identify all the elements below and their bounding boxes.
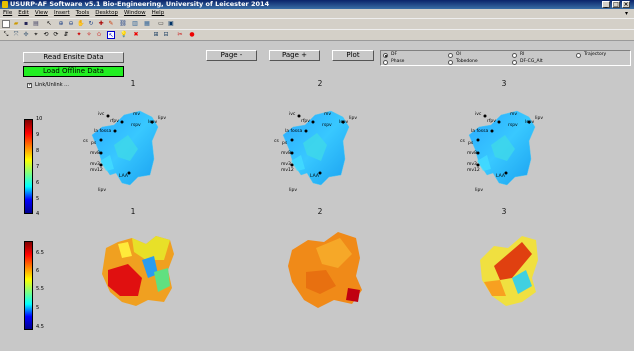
window-title: USURP-AF Software v5.1 Bio-Engineering, … [10,0,270,8]
tool-e-icon[interactable]: ⟲ [43,31,49,38]
top-colorbar-tick: 8 [36,148,40,154]
title-bar: USURP-AF Software v5.1 Bio-Engineering, … [0,0,634,9]
tool-a-icon[interactable]: ⤡ [3,31,9,38]
menu-bar: File Edit View Insert Tools Desktop Window Help… [0,9,634,18]
tool-l-icon[interactable]: ⊞ [153,31,159,38]
load-offline-button[interactable]: Load Offline Data [23,66,124,77]
rotate-icon[interactable]: ↻ [88,20,94,27]
menu-overflow-arrow-icon[interactable]: ▾ [624,10,628,17]
bottom-colorbar [24,241,33,330]
mode-radio-group: DF OI RI Trajectory Phase Tobedone DF-CG… [380,50,631,66]
close-button[interactable]: × [622,1,630,8]
bottom-plot-title-1: 1 [130,207,136,216]
cut-icon[interactable]: ✂ [177,31,183,38]
radio-dot [448,52,453,58]
menu-edit[interactable]: Edit [18,10,29,16]
radio-dot [576,52,581,58]
radio-ri[interactable]: RI [512,52,524,58]
menu-insert[interactable]: Insert [53,10,70,16]
hide-plot-icon[interactable]: ▭ [158,20,164,27]
lightbulb-icon[interactable]: 💡 [120,31,128,38]
page-minus-button[interactable]: Page - [206,50,257,61]
read-ensite-button[interactable]: Read Ensite Data [23,52,124,63]
toolbar-standard: ▰ ▪ ▤ ↖ ⊕ ⊖ ✋ ↻ ✚ ✎ ⛓ ▥ ▦ ▭ ▣ [0,18,634,29]
bottom-colorbar-tick: 6.5 [36,250,44,256]
toolbar-custom: ⤡ ⤧ ✢ ⌖ ⟲ ⟳ ⇵ ✦ ✧ ✩ ↖ 💡 ✖ ⊞ ⊟ ✂ ● [0,29,634,40]
checkbox-box: ✓ [27,81,33,88]
tool-h-icon[interactable]: ✦ [76,31,82,38]
menu-window[interactable]: Window [123,10,146,16]
bottom-plot-title-3: 3 [501,207,507,216]
print-icon[interactable]: ▤ [33,20,39,27]
settings-icon[interactable]: ⊟ [163,31,169,38]
page-plus-button[interactable]: Page + [269,50,320,61]
colorbar-icon[interactable]: ▥ [132,20,138,27]
tool-i-icon[interactable]: ✧ [86,31,92,38]
top-colorbar-tick: 7 [36,164,40,170]
pointer-icon[interactable]: ↖ [46,20,52,27]
minimize-button[interactable]: _ [602,1,610,8]
top-colorbar-tick: 4 [36,211,40,217]
bottom-colorbar-tick: 6 [36,268,40,274]
top-colorbar-tick: 6 [36,180,40,186]
radio-dot [383,52,388,58]
save-icon[interactable]: ▪ [23,20,29,27]
zoom-out-icon[interactable]: ⊖ [68,20,74,27]
top-plot-title-1: 1 [130,79,136,88]
maximize-button[interactable]: □ [612,1,620,8]
menu-tools[interactable]: Tools [75,10,90,16]
menu-help[interactable]: Help [151,10,165,16]
brush-icon[interactable]: ✎ [108,20,114,27]
top-colorbar-tick: 9 [36,132,40,138]
bottom-colorbar-tick: 5.5 [36,286,44,292]
radio-trajectory[interactable]: Trajectory [576,52,606,58]
menu-desktop[interactable]: Desktop [95,10,118,16]
radio-tobedone[interactable]: Tobedone [448,59,478,65]
record-icon[interactable]: ● [189,31,195,38]
pan-icon[interactable]: ✋ [77,20,85,27]
radio-dot [512,59,517,65]
bottom-colorbar-tick: 4.5 [36,324,44,330]
tool-b-icon[interactable]: ⤧ [13,31,19,38]
radio-dot [448,59,453,65]
radio-dot [512,52,517,58]
show-plot-icon[interactable]: ▣ [168,20,174,27]
tool-c-icon[interactable]: ✢ [23,31,29,38]
tool-k-icon[interactable]: ↖ [107,31,115,39]
menu-view[interactable]: View [34,10,48,16]
bottom-plot-title-2: 2 [317,207,323,216]
tool-j-icon[interactable]: ✩ [96,31,102,38]
radio-df[interactable]: DF [383,52,397,58]
data-cursor-icon[interactable]: ✚ [98,20,104,27]
radio-phase[interactable]: Phase [383,59,404,65]
radio-df-cg-alt[interactable]: DF-CG_Alt [512,59,543,65]
zoom-in-icon[interactable]: ⊕ [58,20,64,27]
top-plot-title-2: 2 [317,79,323,88]
link-icon[interactable]: ⛓ [119,20,127,27]
top-plot-title-3: 3 [501,79,507,88]
link-unlink-checkbox[interactable]: ✓ Link/Unlink ... [27,81,69,88]
menu-file[interactable]: File [3,10,13,16]
tool-g-icon[interactable]: ⇵ [63,31,69,38]
tool-f-icon[interactable]: ⟳ [53,31,59,38]
bottom-colorbar-tick: 5 [36,305,40,311]
legend-icon[interactable]: ▦ [144,20,150,27]
radio-oi[interactable]: OI [448,52,461,58]
top-colorbar-tick: 10 [36,116,43,122]
top-colorbar [24,119,33,214]
app-logo-icon [2,1,8,8]
radio-dot [383,59,388,65]
top-colorbar-tick: 5 [36,196,40,202]
open-folder-icon[interactable]: ▰ [13,20,19,27]
stop-icon[interactable]: ✖ [133,31,139,38]
tool-d-icon[interactable]: ⌖ [34,31,38,38]
plot-button[interactable]: Plot [332,50,374,61]
new-file-icon[interactable] [2,20,10,28]
